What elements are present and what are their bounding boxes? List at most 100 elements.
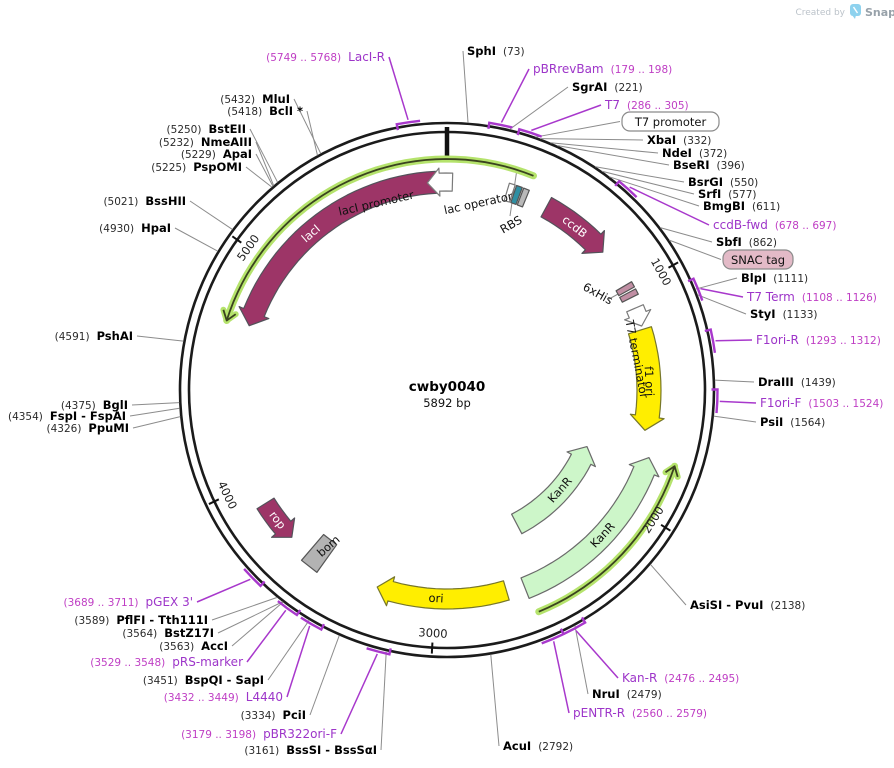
feature-ori[interactable] <box>376 576 510 610</box>
site-pos: (2792) <box>538 741 573 753</box>
feature-laci-promoter[interactable] <box>426 167 454 197</box>
laci-orf-head <box>222 309 237 322</box>
site-label-nmeaiii[interactable]: (5232) NmeAIII <box>159 135 252 149</box>
primer-label-prs-marker[interactable]: (3529 .. 3548) pRS-marker <box>90 655 243 669</box>
site-label-srfi[interactable]: SrfI (577) <box>698 187 756 201</box>
inner-label-rbs: RBS <box>498 213 525 237</box>
feature-lac-operator-box-b[interactable] <box>510 184 523 205</box>
site-label-bspqi-sapi[interactable]: (3451) BspQI - SapI <box>143 673 264 687</box>
site-label-bgli[interactable]: (4375) BglI <box>61 398 128 412</box>
site-label-nrui[interactable]: NruI (2479) <box>592 687 662 701</box>
site-label-xbai[interactable]: XbaI (332) <box>647 133 711 147</box>
feature-t7-terminator-arrow[interactable] <box>624 304 652 327</box>
primer-label-laci-r[interactable]: (5749 .. 5768) LacI-R <box>266 50 385 64</box>
site-label-pspomi[interactable]: (5225) PspOMI <box>151 160 242 174</box>
primer-mark-pbr322ori-f <box>366 647 392 656</box>
feature-kanr-inner[interactable] <box>511 446 596 535</box>
site-label-ppumi[interactable]: (4326) PpuMI <box>47 421 130 435</box>
site-label-acci[interactable]: (3563) AccI <box>159 639 228 653</box>
feature-laci[interactable] <box>238 170 438 327</box>
callout-line-sbfi <box>660 227 713 243</box>
site-label-bsteii[interactable]: (5250) BstEII <box>167 122 246 136</box>
snapgene-logo-icon <box>850 4 861 19</box>
site-label-draiii[interactable]: DraIII (1439) <box>758 375 836 389</box>
feature-ccdb[interactable] <box>540 196 605 254</box>
primer-label-pentr-r[interactable]: pENTR-R (2560 .. 2579) <box>573 706 707 720</box>
feature-his-box-b[interactable] <box>619 288 639 303</box>
primer-range: (179 .. 198) <box>611 64 673 76</box>
site-label-bstz17i[interactable]: (3564) BstZ17I <box>122 626 214 640</box>
site-name: BclI * <box>269 104 303 118</box>
primer-line-pbrrevbam <box>500 68 530 123</box>
primer-line-pentr-r <box>552 641 570 714</box>
boxed-label-snac-tag[interactable]: SNAC tag <box>731 253 785 267</box>
primer-range: (3432 .. 3449) <box>164 692 239 704</box>
primer-label-t7[interactable]: T7 (286 .. 305) <box>604 98 689 112</box>
boxed-label-t7-promoter[interactable]: T7 promoter <box>634 115 707 129</box>
site-label-bmgbi[interactable]: BmgBI (611) <box>703 199 780 213</box>
feature-rbs-box[interactable] <box>516 187 530 208</box>
site-name: BglI <box>103 398 128 412</box>
site-label-bcli[interactable]: (5418) BclI * <box>227 104 303 118</box>
primer-mark-f1ori-f <box>711 388 719 414</box>
site-label-bsshii[interactable]: (5021) BssHII <box>103 194 186 208</box>
site-name: BstZ17I <box>164 626 214 640</box>
site-label-sphi[interactable]: SphI (73) <box>467 44 525 58</box>
map-tick-3000 <box>430 642 434 654</box>
site-label-bseri[interactable]: BseRI (396) <box>673 158 745 172</box>
site-label-asisi-pvui[interactable]: AsiSI - PvuI (2138) <box>690 598 805 612</box>
primer-range: (1503 .. 1524) <box>808 398 883 410</box>
site-label-pflfi-tth111i[interactable]: (3589) PflFI - Tth111I <box>74 613 208 627</box>
site-name: StyI <box>750 307 776 321</box>
site-name: PciI <box>283 708 306 722</box>
feature-bom[interactable] <box>300 533 338 573</box>
primer-label-ccdb-fwd[interactable]: ccdB-fwd (678 .. 697) <box>713 218 836 232</box>
primer-label-pbrrevbam[interactable]: pBRrevBam (179 .. 198) <box>533 62 672 76</box>
site-pos: (550) <box>730 177 758 189</box>
primer-label-pbr322ori-f[interactable]: (3179 .. 3198) pBR322ori-F <box>181 727 337 741</box>
site-pos: (1133) <box>783 309 818 321</box>
feature-rop[interactable] <box>256 497 296 538</box>
primer-label-l4440[interactable]: (3432 .. 3449) L4440 <box>164 690 283 704</box>
site-label-pshai[interactable]: (4591) PshAI <box>55 329 133 343</box>
callout-line-pspomi <box>245 166 273 188</box>
site-label-hpai[interactable]: (4930) HpaI <box>99 221 171 235</box>
site-label-psii[interactable]: PsiI (1564) <box>760 415 825 429</box>
site-pos: (73) <box>503 46 525 58</box>
site-name: NdeI <box>662 146 692 160</box>
feature-his-box-a[interactable] <box>615 281 636 297</box>
site-label-bsssi-bsss-i[interactable]: (3161) BssSI - BssSαI <box>244 743 377 757</box>
primer-name: ccdB-fwd <box>713 218 768 232</box>
map-tick-1000 <box>668 261 679 269</box>
feature-kanr-outer[interactable] <box>520 457 660 599</box>
primer-label-pgex-3[interactable]: (3689 .. 3711) pGEX 3' <box>64 595 193 609</box>
callout-line-bseri <box>556 145 670 166</box>
site-name: DraIII <box>758 375 794 389</box>
kanr-orf-core <box>538 465 676 613</box>
site-label-fspi-fspai[interactable]: (4354) FspI - FspAI <box>8 409 126 423</box>
site-label-mlui[interactable]: (5432) MluI <box>220 92 290 106</box>
primer-label-t7-term[interactable]: T7 Term (1108 .. 1126) <box>746 290 877 304</box>
site-label-blpi[interactable]: BlpI (1111) <box>741 271 808 285</box>
site-label-ndei[interactable]: NdeI (372) <box>662 146 727 160</box>
site-label-acui[interactable]: AcuI (2792) <box>503 739 573 753</box>
site-label-bsrgi[interactable]: BsrGI (550) <box>688 175 758 189</box>
site-label-pcii[interactable]: (3334) PciI <box>241 708 306 722</box>
primer-label-f1ori-f[interactable]: F1ori-F (1503 .. 1524) <box>760 396 883 410</box>
primer-name: pBR322ori-F <box>263 727 337 741</box>
site-label-styi[interactable]: StyI (1133) <box>750 307 817 321</box>
site-pos: (5225) <box>151 162 186 174</box>
site-name: BsrGI <box>688 175 723 189</box>
primer-label-kan-r[interactable]: Kan-R (2476 .. 2495) <box>622 671 739 685</box>
site-label-apai[interactable]: (5229) ApaI <box>181 147 252 161</box>
primer-label-f1ori-r[interactable]: F1ori-R (1293 .. 1312) <box>756 333 881 347</box>
site-pos: (3564) <box>122 628 157 640</box>
callout-line-bmgbi <box>609 176 700 207</box>
site-name: NmeAIII <box>201 135 252 149</box>
site-pos: (221) <box>614 82 642 94</box>
site-label-sgrai[interactable]: SgrAI (221) <box>572 80 643 94</box>
feature-lac-operator-box-a[interactable] <box>503 182 516 203</box>
primer-range: (286 .. 305) <box>627 100 689 112</box>
site-label-sbfi[interactable]: SbfI (862) <box>716 235 777 249</box>
feature-f1-ori[interactable] <box>627 326 665 431</box>
